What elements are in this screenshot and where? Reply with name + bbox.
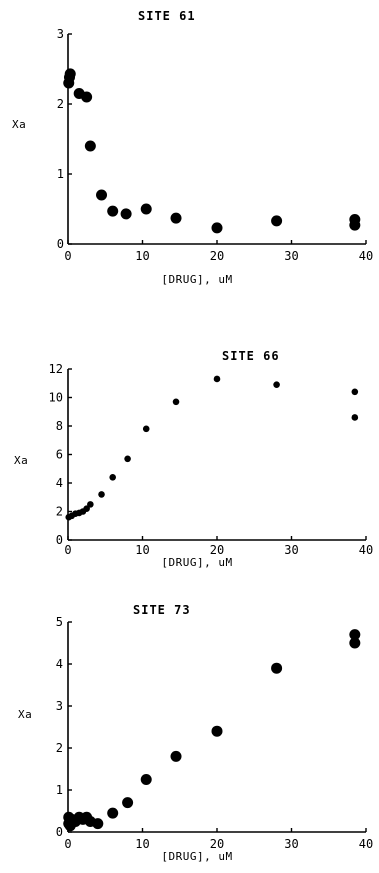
chart-title: SITE 66 <box>222 349 280 363</box>
data-point <box>211 725 223 737</box>
x-tick-label: 20 <box>210 837 224 851</box>
data-point <box>351 388 359 396</box>
y-tick-label: 2 <box>57 97 64 111</box>
data-point <box>83 505 90 512</box>
data-point <box>172 398 180 406</box>
x-tick-label: 0 <box>64 543 71 557</box>
y-tick-label: 6 <box>56 448 63 462</box>
x-axis-label: [DRUG], uM <box>161 273 232 286</box>
data-point <box>170 750 182 762</box>
x-tick-label: 30 <box>284 249 298 263</box>
data-point <box>271 662 283 674</box>
x-tick-label: 30 <box>284 543 298 557</box>
data-point <box>273 381 280 388</box>
y-tick-label: 0 <box>56 533 63 547</box>
y-tick-label: 0 <box>56 825 63 839</box>
data-point <box>140 203 152 215</box>
y-tick-label: 1 <box>57 167 64 181</box>
chart-panel-2: SITE 66 0 10 20 30 40 0 2 4 6 8 10 12 Xa [DRUG], uM <box>14 349 373 569</box>
x-axis-label: [DRUG], uM <box>161 850 232 863</box>
data-point <box>122 797 134 809</box>
y-axis-label: Xa <box>18 708 32 721</box>
data-point <box>87 501 94 508</box>
data-point <box>213 375 221 383</box>
x-tick-label: 0 <box>64 837 71 851</box>
chart-panel-1: SITE 61 0 10 20 30 40 0 1 2 3 Xa [DRUG], uM <box>12 9 373 286</box>
y-tick-label: 0 <box>57 237 64 251</box>
x-tick-label: 0 <box>64 249 71 263</box>
y-tick-label: 10 <box>49 391 63 405</box>
y-tick-label: 4 <box>56 657 63 671</box>
data-point <box>140 774 152 785</box>
y-tick-label: 3 <box>57 27 64 41</box>
y-tick-label: 3 <box>56 699 63 713</box>
data-point <box>271 215 283 227</box>
data-point <box>96 189 108 201</box>
data-point <box>98 491 105 498</box>
x-tick-label: 20 <box>210 249 224 263</box>
data-point <box>81 91 93 103</box>
x-axis-label: [DRUG], uM <box>161 556 232 569</box>
data-point <box>64 68 76 80</box>
x-tick-label: 40 <box>359 543 373 557</box>
data-point <box>120 208 132 220</box>
y-tick-label: 4 <box>56 476 63 490</box>
x-tick-label: 40 <box>359 837 373 851</box>
data-point <box>170 212 182 224</box>
x-tick-label: 10 <box>135 837 149 851</box>
x-tick-label: 40 <box>359 249 373 263</box>
data-point <box>351 414 359 421</box>
y-tick-label: 5 <box>56 615 63 629</box>
y-tick-label: 1 <box>56 783 63 797</box>
y-tick-label: 2 <box>56 505 63 519</box>
chart-title: SITE 61 <box>138 9 196 23</box>
x-tick-label: 10 <box>135 543 149 557</box>
y-tick-label: 8 <box>56 419 63 433</box>
y-axis-label: Xa <box>14 454 28 467</box>
data-point <box>211 222 223 234</box>
data-point <box>107 807 119 819</box>
data-point <box>349 637 361 649</box>
chart-panel-3: SITE 73 0 10 20 30 40 0 1 2 3 4 5 Xa [DRUG], uM <box>18 603 373 863</box>
y-axis-label: Xa <box>12 118 26 131</box>
x-tick-label: 10 <box>135 249 149 263</box>
data-point <box>107 205 119 217</box>
chart-title: SITE 73 <box>133 603 191 617</box>
data-point <box>92 818 104 830</box>
data-point <box>84 140 96 152</box>
data-point <box>349 219 361 231</box>
data-point <box>349 629 361 641</box>
x-tick-label: 30 <box>284 837 298 851</box>
x-tick-label: 20 <box>210 543 224 557</box>
data-point <box>109 474 116 481</box>
data-point <box>142 425 150 433</box>
y-tick-label: 12 <box>49 362 63 376</box>
data-point <box>124 455 131 463</box>
y-tick-label: 2 <box>56 741 63 755</box>
